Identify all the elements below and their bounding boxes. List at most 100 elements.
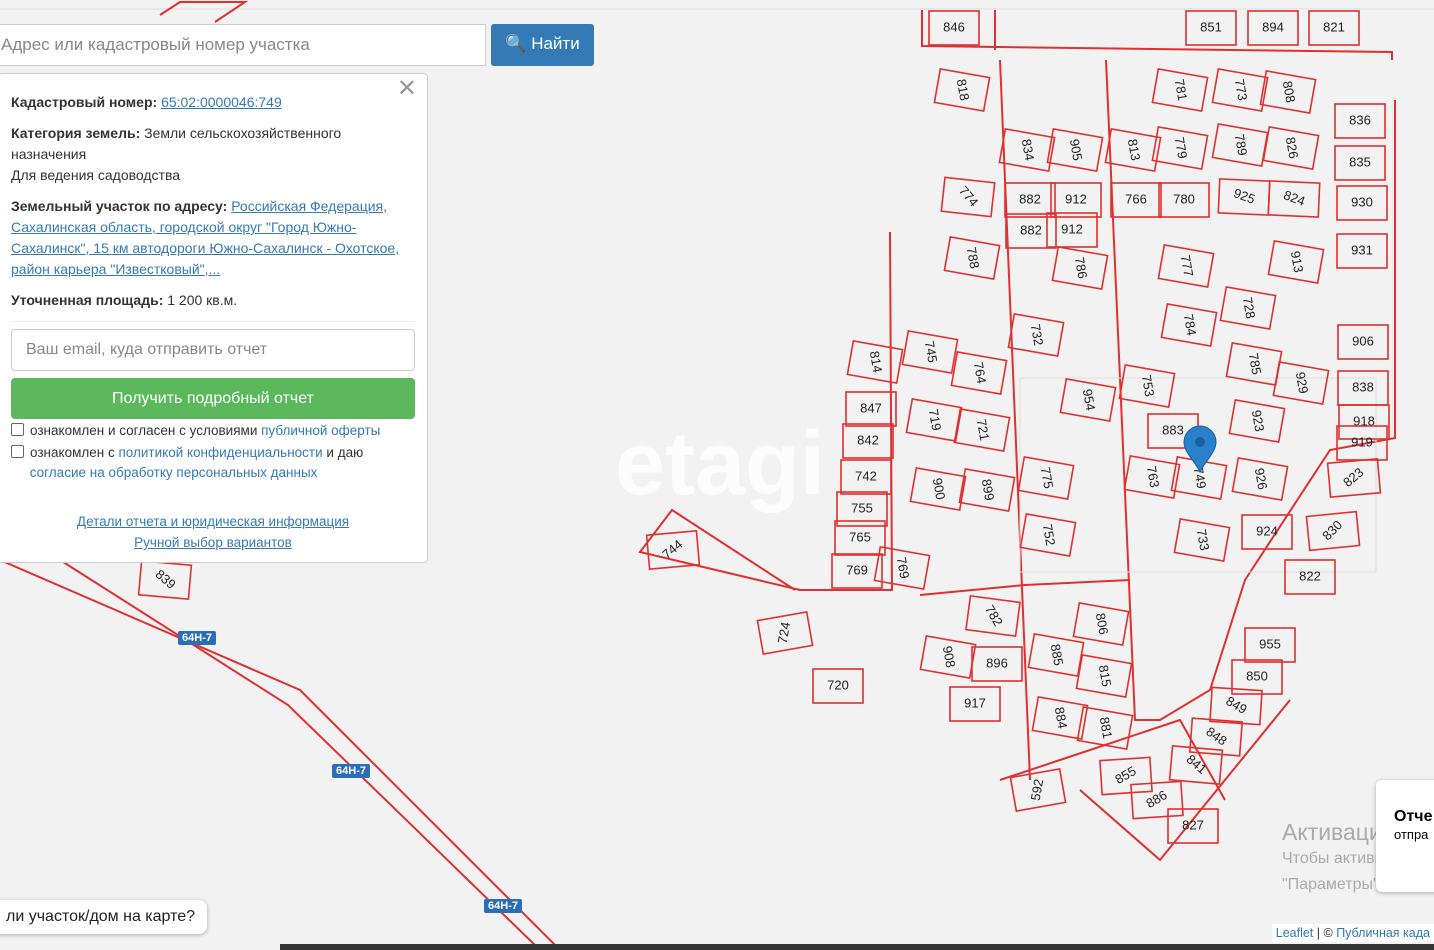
parcel <box>1267 180 1321 218</box>
parcel-label: 721 <box>974 418 993 442</box>
parcel <box>1262 125 1320 171</box>
boundaries <box>0 0 1396 950</box>
submit-button[interactable]: Получить подробный отчет <box>11 378 415 419</box>
parcel-label: 894 <box>1262 19 1284 34</box>
road-label: 64Н-7 <box>336 765 366 777</box>
parcel-label: 732 <box>1028 323 1047 347</box>
parcel <box>1151 67 1209 113</box>
parcel-label: 924 <box>1256 523 1278 538</box>
parcel <box>965 594 1021 638</box>
parcel <box>1123 454 1181 500</box>
parcel-label: 818 <box>954 78 973 102</box>
consent: ознакомлен с политикой конфиденциальност… <box>11 443 415 483</box>
parcel <box>1334 145 1386 181</box>
parcel-label: 955 <box>1259 636 1281 651</box>
parcel-label: 827 <box>1182 817 1204 832</box>
parcel <box>1076 705 1134 751</box>
link[interactable]: согласие на обработку персональных данны… <box>29 465 318 480</box>
parcel-label: 592 <box>1028 778 1047 802</box>
parcel <box>933 67 991 113</box>
parcel <box>1160 302 1218 348</box>
value: Земли сельскохозяйственного назначения <box>11 125 342 162</box>
prompt-bubble[interactable]: ли участок/дом на карте? <box>0 900 208 934</box>
manual-link[interactable]: Ручной выбор вариантов <box>134 535 292 550</box>
parcel <box>1247 10 1299 46</box>
parcel-label: 899 <box>979 478 998 502</box>
parcel <box>1130 780 1184 820</box>
consent: ознакомлен и согласен с условиями публич… <box>11 421 415 441</box>
road-shield <box>484 899 522 913</box>
parcel-label: 881 <box>1097 716 1116 740</box>
parcel-label: 769 <box>894 556 913 580</box>
value: Для ведения садоводства <box>11 167 181 183</box>
road-shield <box>332 764 370 778</box>
parcel-label: 749 <box>1191 466 1210 490</box>
parcel <box>1272 360 1330 406</box>
parcel <box>1211 67 1269 113</box>
marker[interactable] <box>1183 425 1217 474</box>
parcel-label: 882 <box>1019 191 1041 206</box>
cadastral-link[interactable]: 65:02:0000046:749 <box>161 94 282 110</box>
search-button[interactable]: 🔍 Найти <box>491 24 594 66</box>
parcel <box>1336 185 1388 221</box>
parcel-label: 912 <box>1065 191 1087 206</box>
address-link[interactable]: Российская Федерация, Сахалинская област… <box>11 198 400 277</box>
parcel-label: 896 <box>986 655 1008 670</box>
parcel <box>1151 125 1209 171</box>
parcel-label: 834 <box>1019 138 1038 162</box>
details-link[interactable]: Детали отчета и юридическая информация <box>76 514 350 529</box>
parcel-label: 765 <box>849 529 871 544</box>
parcel <box>812 668 864 704</box>
link[interactable]: Публичная када <box>1336 926 1430 940</box>
checkbox[interactable] <box>11 445 24 458</box>
parcel-label: 733 <box>1194 528 1213 552</box>
parcel <box>1050 182 1102 218</box>
links: Детали отчета и юридическая информация Р… <box>11 511 415 553</box>
parcel-label: 719 <box>926 408 945 432</box>
parcel <box>1004 182 1056 218</box>
parcel-label: 775 <box>1038 466 1057 490</box>
search-input[interactable]: Адрес или кадастровый номер участка <box>0 24 486 66</box>
parcel <box>958 467 1016 513</box>
parcel <box>756 610 814 656</box>
parcel-label: 908 <box>940 645 959 669</box>
link[interactable]: Leaflet <box>1275 926 1314 940</box>
email-input[interactable]: Ваш email, куда отправить отчет <box>11 329 415 371</box>
parcel <box>1231 456 1289 502</box>
side-popup[interactable]: Отче отпра <box>1376 780 1434 892</box>
text: "Параметры". <box>1282 876 1384 893</box>
parcel-label: 900 <box>930 477 949 501</box>
attribution: Leaflet | © Публичная када <box>1271 924 1434 942</box>
close-button[interactable]: ✕ <box>396 75 417 102</box>
parcel <box>1019 512 1077 558</box>
parcel-label: 912 <box>1061 221 1083 236</box>
link[interactable]: политикой конфиденциальности <box>118 445 323 460</box>
checkbox[interactable] <box>11 423 24 436</box>
parcel <box>1031 695 1089 741</box>
text: ознакомлен и согласен с условиями <box>30 423 258 438</box>
parcel-label: 784 <box>1181 313 1200 337</box>
label: Уточненная площадь: <box>11 292 164 308</box>
parcel <box>950 350 1008 396</box>
parcel-label: 826 <box>1283 136 1302 160</box>
text: ознакомлен с <box>30 445 115 460</box>
parcel <box>1188 717 1244 757</box>
parcel-label: 885 <box>1048 643 1067 667</box>
parcel-label: 788 <box>964 246 983 270</box>
parcel-label: 813 <box>1125 138 1144 162</box>
value: 1 200 кв.м. <box>167 292 238 308</box>
parcel-label: 764 <box>971 361 990 385</box>
parcel <box>949 686 1001 722</box>
parcel <box>1336 233 1388 269</box>
parcel <box>1009 767 1067 813</box>
parcel <box>1046 127 1104 173</box>
parcel <box>834 520 886 556</box>
email-block: Ваш email, куда отправить отчет Получить… <box>11 321 415 419</box>
text: отпра <box>1394 827 1429 842</box>
parcel <box>840 459 892 495</box>
info-panel: ✕ Кадастровый номер: 65:02:0000046:749 К… <box>0 73 428 563</box>
parcel <box>645 530 701 570</box>
parcel <box>943 235 1001 281</box>
link[interactable]: публичной оферты <box>261 423 381 438</box>
